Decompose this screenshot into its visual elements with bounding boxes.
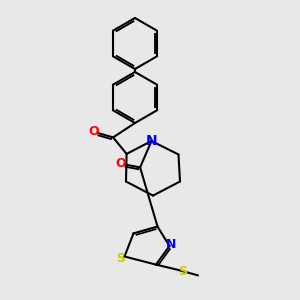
- Text: O: O: [88, 125, 99, 138]
- Text: N: N: [166, 238, 176, 251]
- Text: S: S: [178, 265, 187, 278]
- Text: O: O: [115, 157, 126, 170]
- Text: S: S: [116, 251, 125, 265]
- Text: N: N: [146, 134, 157, 148]
